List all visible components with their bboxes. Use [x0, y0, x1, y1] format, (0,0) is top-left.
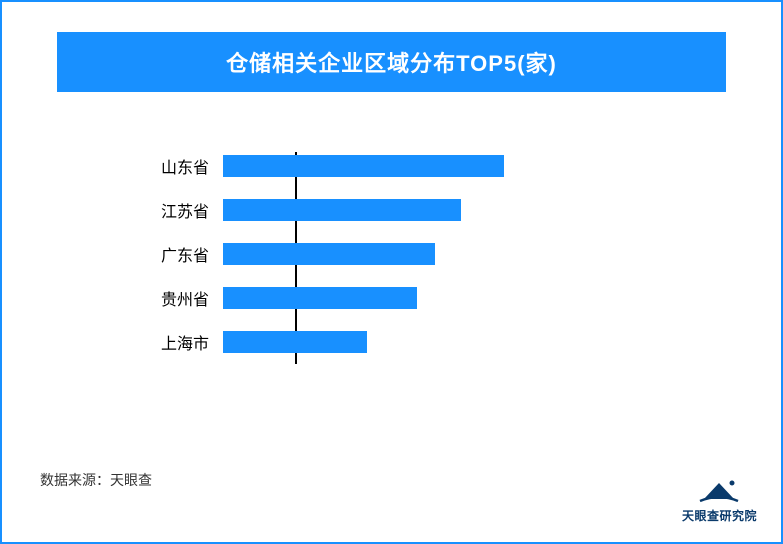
source-label: 数据来源：天眼查 — [40, 470, 152, 490]
logo-area: 天眼查研究院 — [682, 473, 757, 524]
bars-container: 山东省江苏省广东省贵州省上海市 — [137, 152, 657, 356]
bar — [223, 243, 435, 265]
chart-title: 仓储相关企业区域分布TOP5(家) — [57, 32, 726, 92]
bar-container — [223, 243, 657, 265]
chart-row: 贵州省 — [137, 284, 657, 312]
chart-row: 山东省 — [137, 152, 657, 180]
bar — [223, 155, 504, 177]
bar-label: 江苏省 — [137, 198, 209, 222]
bar — [223, 287, 417, 309]
bar-label: 上海市 — [137, 330, 209, 354]
inner-content: 仓储相关企业区域分布TOP5(家) 山东省江苏省广东省贵州省上海市 — [2, 2, 781, 392]
bar-label: 山东省 — [137, 154, 209, 178]
chart-row: 上海市 — [137, 328, 657, 356]
logo-text: 天眼查研究院 — [682, 507, 757, 524]
bar — [223, 331, 367, 353]
bar-container — [223, 331, 657, 353]
bar-container — [223, 155, 657, 177]
bar — [223, 199, 461, 221]
chart-frame: 仓储相关企业区域分布TOP5(家) 山东省江苏省广东省贵州省上海市 数据来源：天… — [0, 0, 783, 544]
chart-area: 山东省江苏省广东省贵州省上海市 — [137, 152, 657, 356]
chart-row: 江苏省 — [137, 196, 657, 224]
bar-label: 广东省 — [137, 242, 209, 266]
logo-icon — [696, 473, 742, 505]
chart-row: 广东省 — [137, 240, 657, 268]
bar-container — [223, 287, 657, 309]
bar-container — [223, 199, 657, 221]
bar-label: 贵州省 — [137, 286, 209, 310]
